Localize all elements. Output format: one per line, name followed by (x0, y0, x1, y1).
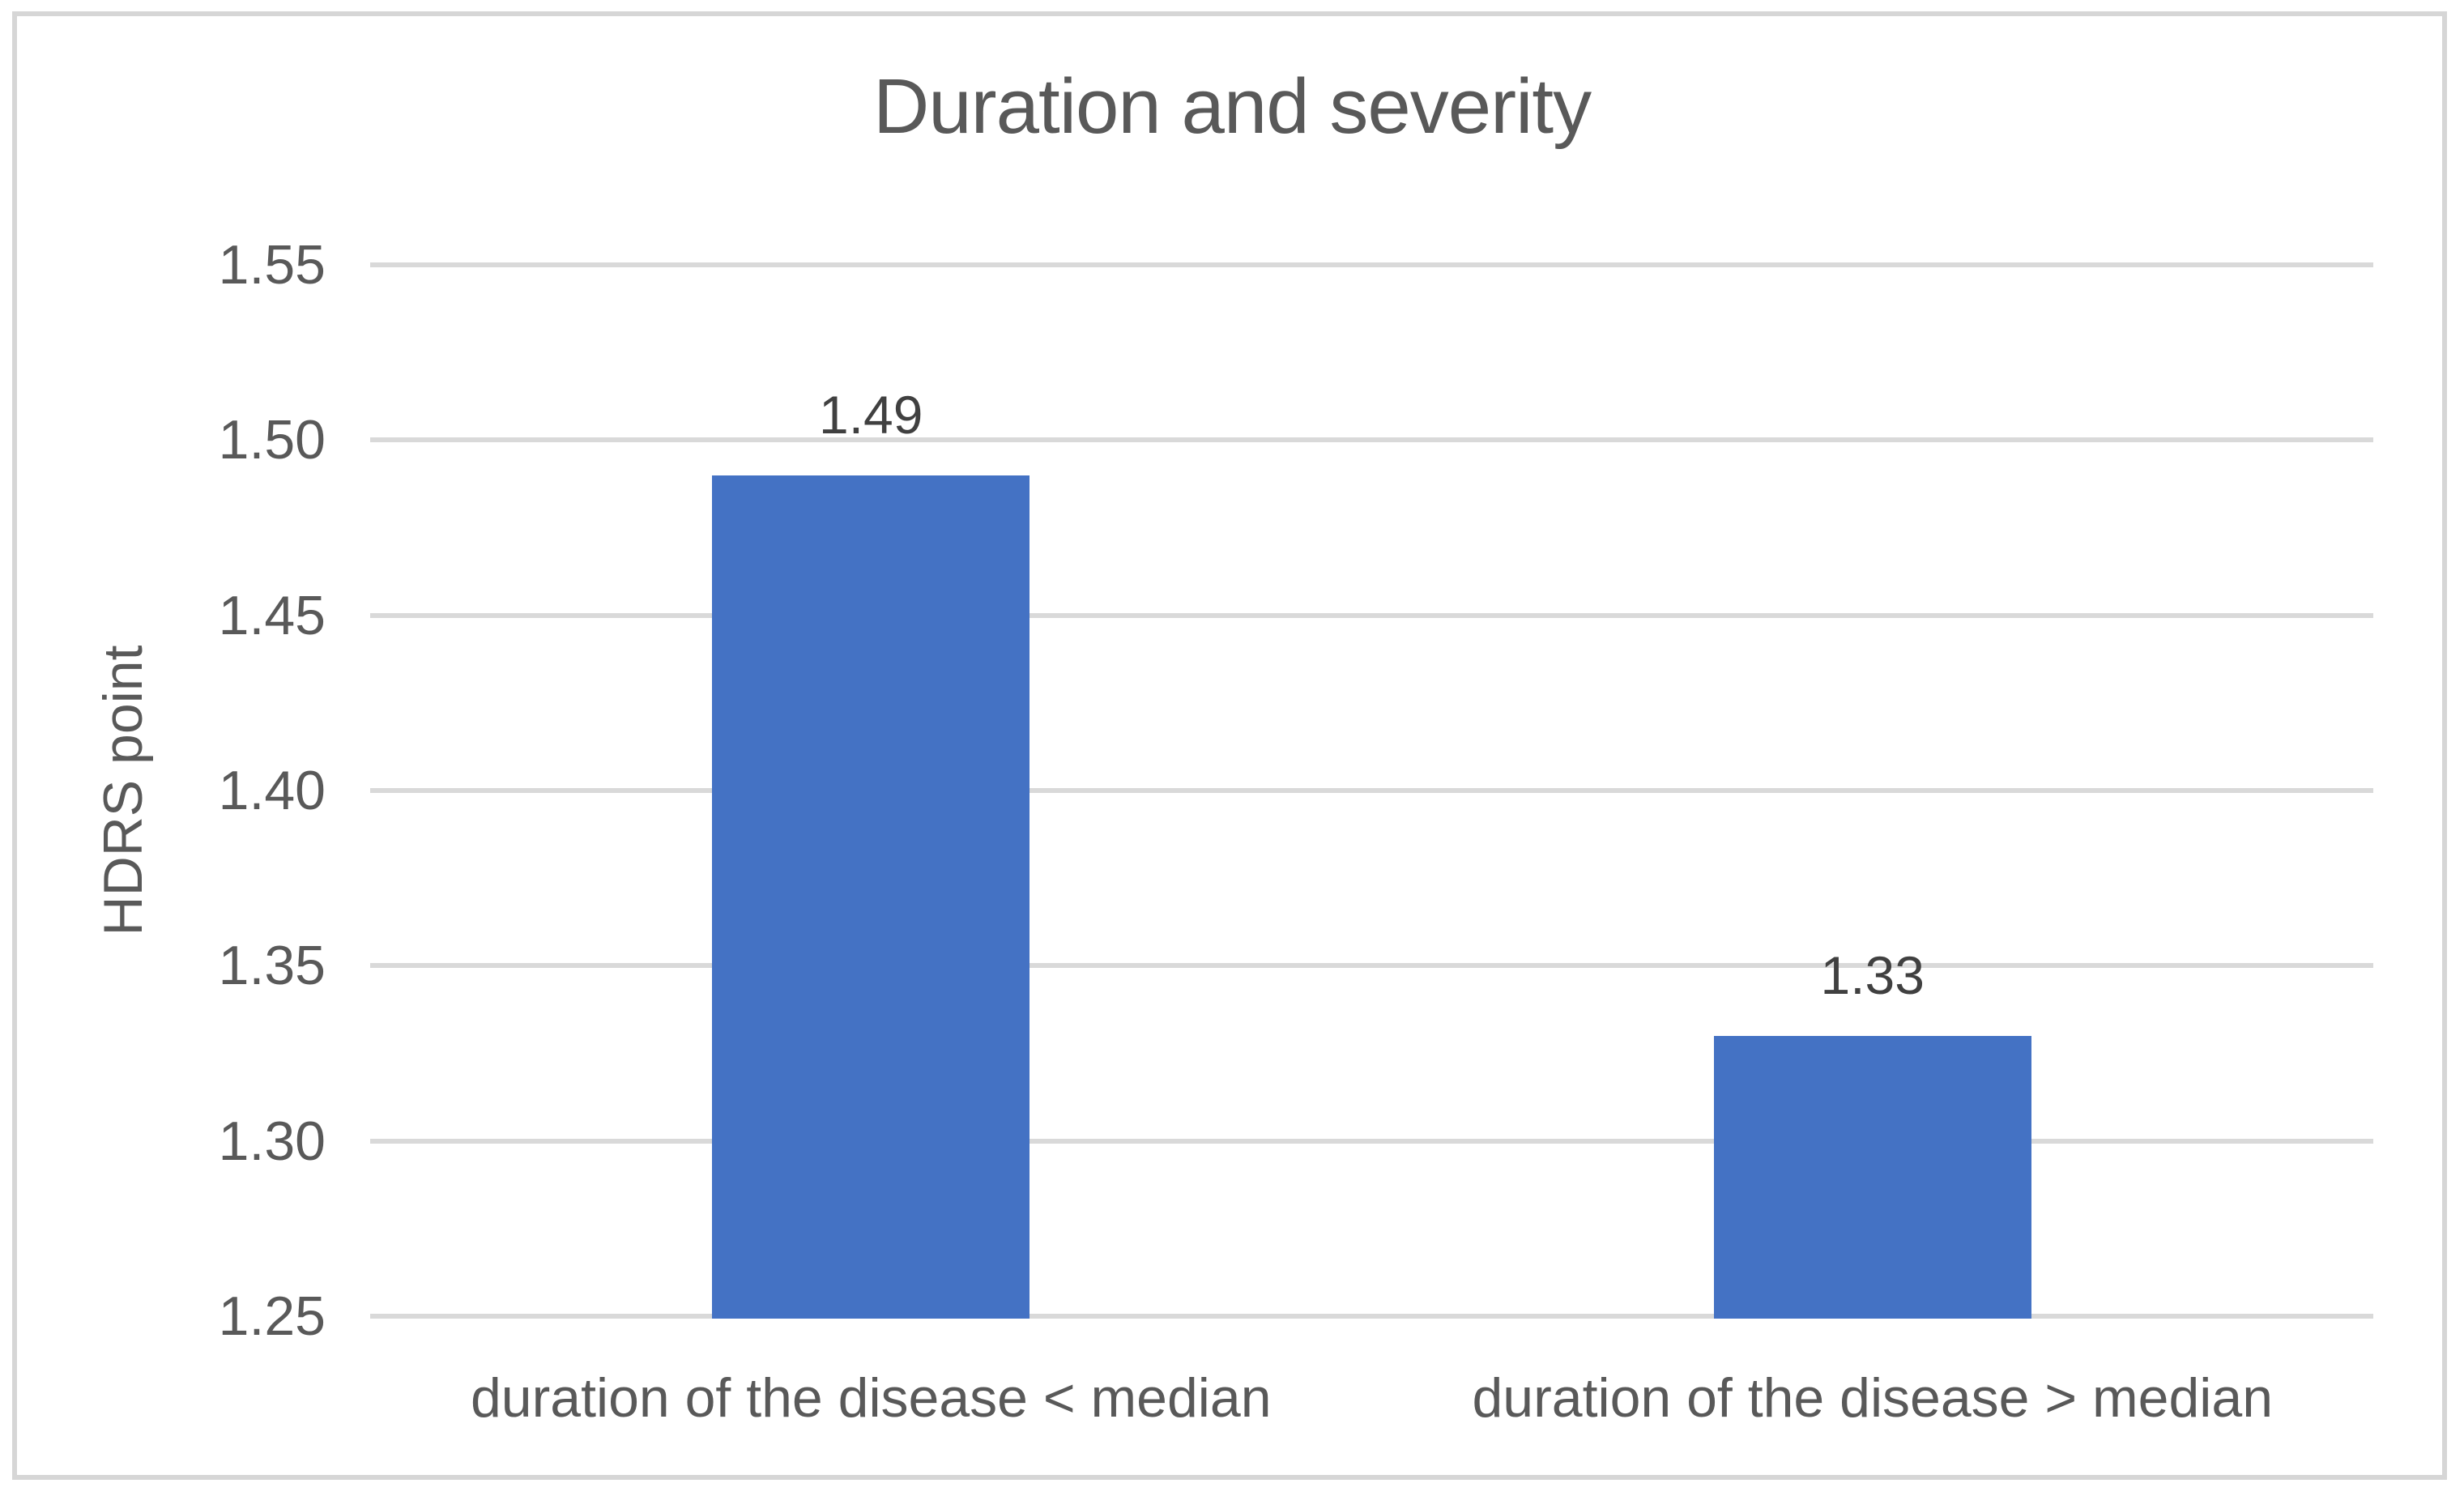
y-tick-label: 1.55 (218, 234, 326, 296)
gridline (370, 1138, 2373, 1144)
gridline (370, 437, 2373, 443)
gridline (370, 1314, 2373, 1319)
chart-title: Duration and severity (872, 63, 1592, 150)
y-tick-label: 1.30 (218, 1110, 326, 1172)
x-category-label: duration of the disease < median (470, 1367, 1272, 1429)
bar (712, 475, 1030, 1319)
gridline (370, 612, 2373, 618)
bar (1713, 1035, 2031, 1319)
gridline (370, 788, 2373, 793)
y-tick-label: 1.40 (218, 760, 326, 821)
y-tick-label: 1.35 (218, 935, 326, 997)
chart-frame-border (12, 11, 2447, 1480)
x-category-label: duration of the disease > median (1472, 1367, 2274, 1429)
bar-value-label: 1.49 (819, 384, 923, 445)
bar-value-label: 1.33 (1820, 944, 1925, 1005)
y-tick-label: 1.50 (218, 409, 326, 471)
gridline (370, 262, 2373, 267)
gridline (370, 963, 2373, 969)
y-tick-label: 1.25 (218, 1285, 326, 1347)
y-tick-label: 1.45 (218, 584, 326, 646)
